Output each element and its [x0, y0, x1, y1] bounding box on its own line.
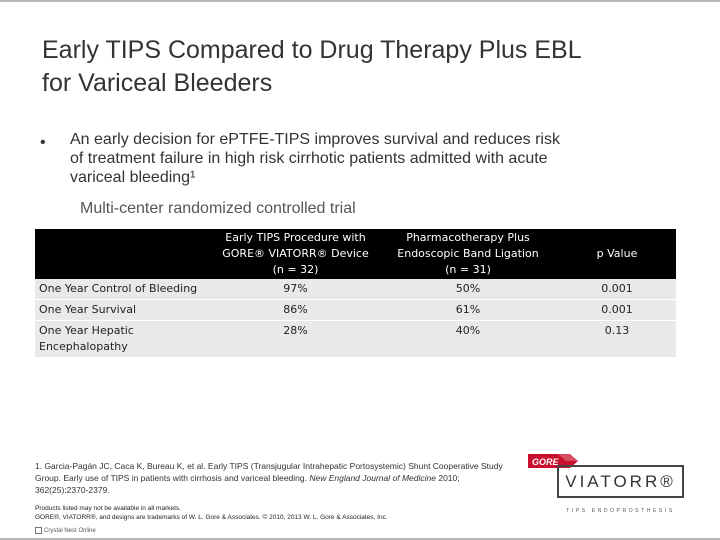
- footnote-citation: 2010; 362(25):2370-2379.: [35, 473, 460, 495]
- header-tips: Early TIPS Procedure with GORE® VIATORR®…: [213, 229, 378, 279]
- top-rule: [0, 0, 720, 2]
- table-row: One Year Survival 86% 61% 0.001: [35, 299, 676, 321]
- viatorr-logo: VIATORR®: [557, 465, 684, 498]
- reference-footnote: 1. Garcia-Pagán JC, Caca K, Bureau K, et…: [35, 460, 515, 496]
- gore-logo-highlight: [558, 454, 578, 461]
- bullet-symbol: •: [40, 134, 46, 151]
- cc-notice: Crystal Nest Online: [35, 527, 96, 534]
- table-row: One Year Control of Bleeding 97% 50% 0.0…: [35, 279, 676, 300]
- gore-logo-banner: [528, 454, 578, 468]
- bullet-line: of treatment failure in high risk cirrho…: [70, 150, 548, 167]
- table-header-row: Early TIPS Procedure with GORE® VIATORR®…: [35, 229, 676, 279]
- p-value: 0.13: [558, 320, 676, 358]
- row-label: One Year Hepatic Encephalopathy: [35, 320, 213, 358]
- pharma-value: 61%: [378, 299, 558, 321]
- p-value: 0.001: [558, 279, 676, 300]
- title-line: Early TIPS Compared to Drug Therapy Plus…: [42, 36, 582, 64]
- viatorr-tagline: TIPS ENDOPROSTHESIS: [566, 508, 675, 514]
- journal-name: New England Journal of Medicine: [309, 473, 436, 483]
- subpoint: Multi-center randomized controlled trial: [80, 200, 356, 217]
- pharma-value: 40%: [378, 320, 558, 358]
- row-label-line: One Year Control of Bleeding: [39, 282, 198, 295]
- cc-text: Crystal Nest Online: [44, 528, 96, 535]
- header-pvalue: p Value: [558, 229, 676, 279]
- tips-value: 86%: [213, 299, 378, 321]
- bullet-text: An early decision for ePTFE-TIPS improve…: [70, 130, 690, 187]
- tips-value: 28%: [213, 320, 378, 358]
- row-label-line: One Year Survival: [39, 303, 137, 316]
- header-line: GORE® VIATORR® Device: [222, 247, 369, 260]
- trial-results-table: Early TIPS Procedure with GORE® VIATORR®…: [35, 229, 676, 358]
- cc-icon: [35, 527, 42, 534]
- header-line: (n = 32): [272, 263, 319, 276]
- header-pharma: Pharmacotherapy Plus Endoscopic Band Lig…: [378, 229, 558, 279]
- header-empty-cell: [35, 229, 213, 279]
- row-label-line: One Year Hepatic: [39, 324, 134, 337]
- header-line: Endoscopic Band Ligation: [397, 247, 539, 260]
- header-line: Early TIPS Procedure with: [225, 231, 366, 244]
- header-line: p Value: [596, 247, 638, 260]
- footnote-text: 1. Garcia-Pagán JC, Caca K, Bureau K, et…: [35, 461, 503, 483]
- title-line: for Variceal Bleeders: [42, 69, 273, 97]
- row-label: One Year Survival: [35, 299, 213, 321]
- p-value: 0.001: [558, 299, 676, 321]
- bullet-line: An early decision for ePTFE-TIPS improve…: [70, 131, 560, 148]
- bottom-rule: [0, 538, 720, 540]
- table-row: One Year Hepatic Encephalopathy 28% 40% …: [35, 320, 676, 358]
- row-label-line: Encephalopathy: [39, 340, 128, 353]
- bullet-line: variceal bleeding¹: [70, 169, 196, 186]
- gore-logo-text: GORE: [532, 457, 560, 467]
- legal-notice: Products listed may not be available in …: [35, 504, 515, 522]
- gore-logo-icon: GORE: [528, 454, 578, 468]
- header-line: (n = 31): [445, 263, 491, 276]
- legal-line: GORE®, VIATORR®, and designs are tradema…: [35, 514, 388, 521]
- slide-title: Early TIPS Compared to Drug Therapy Plus…: [42, 34, 682, 100]
- pharma-value: 50%: [378, 279, 558, 300]
- tips-value: 97%: [213, 279, 378, 300]
- row-label: One Year Control of Bleeding: [35, 279, 213, 300]
- legal-line: Products listed may not be available in …: [35, 505, 181, 512]
- header-line: Pharmacotherapy Plus: [406, 231, 530, 244]
